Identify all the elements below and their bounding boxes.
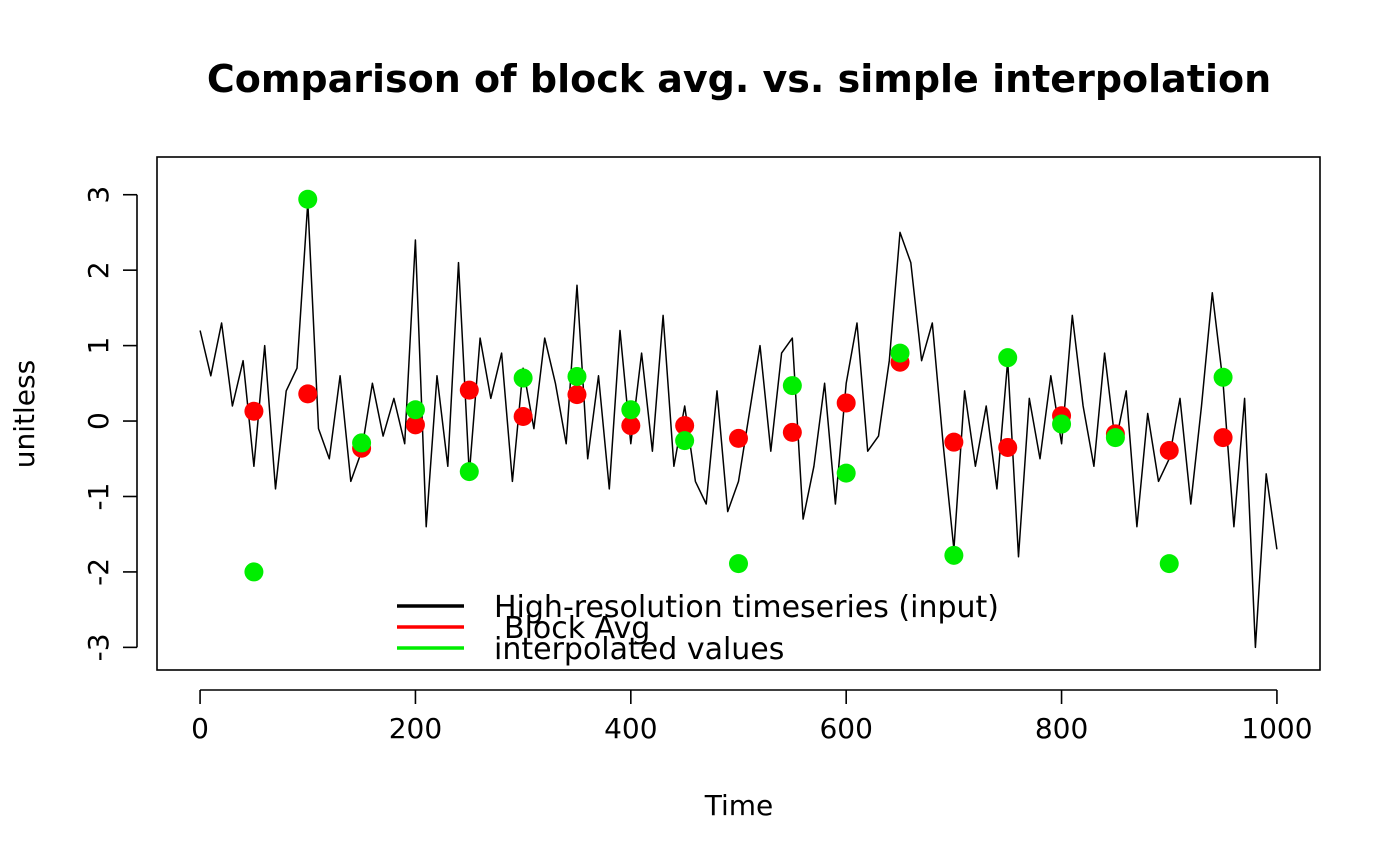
x-axis: 0 200 400 600 800 1000 bbox=[191, 689, 1313, 745]
plot-frame bbox=[156, 156, 1321, 671]
chart-title: Comparison of block avg. vs. simple inte… bbox=[207, 57, 1271, 101]
y-tick-label: 2 bbox=[82, 261, 115, 279]
legend-label: Block Avg bbox=[504, 611, 650, 646]
block-avg-point bbox=[244, 401, 264, 421]
series-points bbox=[244, 189, 1233, 582]
block-avg-point bbox=[675, 416, 695, 436]
interpolated-values-point bbox=[567, 367, 587, 387]
interpolated-values-point bbox=[729, 554, 748, 574]
interpolated-values-point bbox=[890, 343, 910, 363]
interpolated-values-point bbox=[298, 189, 318, 209]
series-line-input bbox=[199, 201, 1278, 649]
x-tick-label: 600 bbox=[819, 712, 872, 745]
interpolated-values-point bbox=[782, 376, 802, 396]
y-tick-label: -3 bbox=[82, 633, 115, 661]
x-tick-label: 1000 bbox=[1241, 712, 1312, 745]
y-tick-label: 3 bbox=[82, 186, 115, 204]
x-axis-label: Time bbox=[704, 789, 774, 822]
x-tick-label: 400 bbox=[604, 712, 657, 745]
interpolated-values-point bbox=[1105, 428, 1125, 448]
block-avg-point bbox=[1213, 428, 1233, 448]
block-avg-point bbox=[298, 384, 318, 404]
interpolated-values-point bbox=[513, 368, 533, 388]
interpolated-values-point bbox=[1159, 554, 1179, 574]
interpolated-values-point bbox=[244, 562, 264, 582]
interpolated-values-point bbox=[459, 462, 479, 482]
block-avg-point bbox=[729, 428, 748, 448]
block-avg-point bbox=[567, 385, 587, 405]
interpolated-values-point bbox=[944, 545, 964, 565]
interpolated-values-point bbox=[836, 463, 856, 483]
y-tick-label: 1 bbox=[82, 337, 115, 355]
legend: High-resolution timeseries (input)Block … bbox=[397, 590, 999, 667]
legend-label: interpolated values bbox=[494, 632, 784, 667]
x-tick-label: 0 bbox=[191, 712, 209, 745]
interpolated-values-point bbox=[998, 348, 1018, 368]
block-avg-point bbox=[405, 415, 425, 435]
block-avg-point bbox=[459, 380, 479, 400]
y-axis: -3 -2 -1 0 1 2 3 bbox=[82, 186, 138, 661]
interpolated-values-point bbox=[405, 400, 425, 420]
block-avg-point bbox=[621, 416, 641, 436]
block-avg-point bbox=[782, 422, 802, 442]
block-avg-point bbox=[944, 432, 964, 452]
y-tick-label: -1 bbox=[82, 483, 115, 511]
legend-label: High-resolution timeseries (input) bbox=[494, 590, 999, 625]
interpolated-values-point bbox=[1052, 414, 1072, 434]
y-axis-label: unitless bbox=[8, 360, 41, 468]
interpolated-values-point bbox=[1213, 367, 1233, 387]
series-line-path bbox=[199, 201, 1278, 649]
y-tick-label: 0 bbox=[82, 412, 115, 430]
block-avg-point bbox=[513, 407, 533, 427]
interpolated-values-point bbox=[621, 400, 641, 420]
x-tick-label: 200 bbox=[389, 712, 442, 745]
block-avg-point bbox=[836, 393, 856, 413]
x-tick-label: 800 bbox=[1035, 712, 1088, 745]
y-tick-label: -2 bbox=[82, 558, 115, 586]
interpolated-values-point bbox=[352, 433, 372, 453]
block-avg-point bbox=[998, 437, 1018, 457]
block-avg-point bbox=[1159, 440, 1179, 460]
interpolated-values-point bbox=[675, 431, 695, 451]
